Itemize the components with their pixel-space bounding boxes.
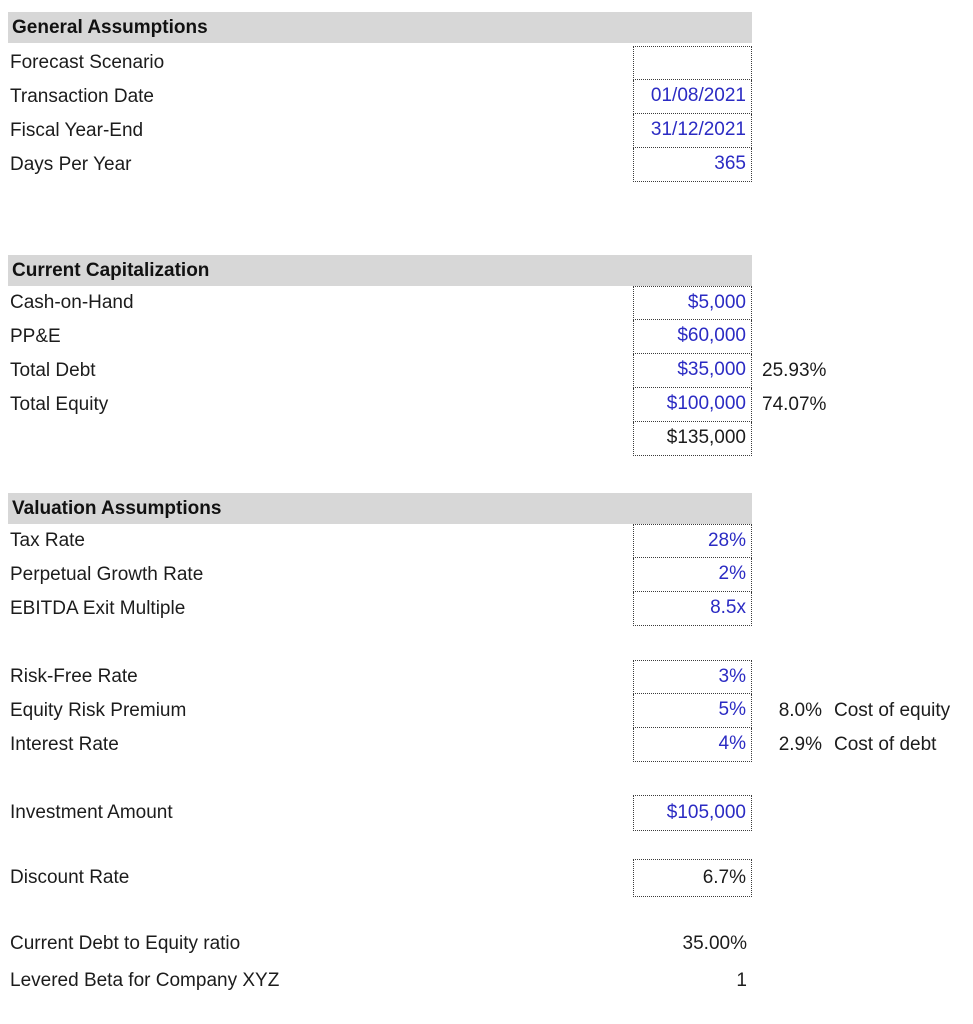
total-equity-percentage: 74.07% [762,394,827,415]
perpetual-growth-rate-value: 2% [718,563,746,584]
days-per-year-cell[interactable]: 365 [633,148,752,182]
row-equity-risk-premium: Equity Risk Premium 5% 8.0% Cost of equit… [0,694,973,728]
capitalization-total-value: $135,000 [666,427,746,448]
days-per-year-label: Days Per Year [10,154,132,175]
section-header-valuation-assumptions: Valuation Assumptions [8,493,752,524]
row-risk-free-rate: Risk-Free Rate 3% [0,660,973,694]
fiscal-year-end-value: 31/12/2021 [650,119,746,140]
forecast-scenario-label: Forecast Scenario [10,52,165,73]
row-fiscal-year-end: Fiscal Year-End 31/12/2021 [0,114,973,148]
cost-of-debt-annotation: 2.9% Cost of debt [762,728,937,762]
valuation-rate-rows: Risk-Free Rate 3% Equity Risk Premium 5%… [0,660,973,762]
row-ebitda-exit-multiple: EBITDA Exit Multiple 8.5x [0,592,973,626]
row-total-equity: Total Equity $100,000 74.07% [0,388,973,422]
ppe-value: $60,000 [677,325,746,346]
cash-on-hand-cell[interactable]: $5,000 [633,286,752,320]
row-tax-rate: Tax Rate 28% [0,524,973,558]
total-equity-label: Total Equity [10,394,109,415]
investment-amount-cell[interactable]: $105,000 [633,795,752,831]
equity-risk-premium-value: 5% [718,699,746,720]
total-debt-cell[interactable]: $35,000 [633,354,752,388]
ppe-cell[interactable]: $60,000 [633,320,752,354]
discount-rate-cell[interactable]: 6.7% [633,859,752,897]
equity-risk-premium-cell[interactable]: 5% [633,694,752,728]
row-discount-rate: Discount Rate 6.7% [0,859,973,897]
row-capitalization-total: $135,000 [0,422,973,456]
total-equity-value: $100,000 [666,393,746,414]
bottom-stats: Current Debt to Equity ratio 35.00% Leve… [0,925,973,999]
risk-free-rate-cell[interactable]: 3% [633,660,752,694]
discount-rate-value: 6.7% [702,867,746,888]
interest-rate-cell[interactable]: 4% [633,728,752,762]
capitalization-total-cell[interactable]: $135,000 [633,422,752,456]
ebitda-exit-multiple-cell[interactable]: 8.5x [633,592,752,626]
investment-amount-label: Investment Amount [10,802,173,823]
equity-risk-premium-label: Equity Risk Premium [10,700,187,721]
section-title-general-assumptions: General Assumptions [12,16,208,38]
days-per-year-value: 365 [714,153,746,174]
cost-of-debt-label: Cost of debt [834,734,937,755]
fiscal-year-end-cell[interactable]: 31/12/2021 [633,114,752,148]
valuation-core-rows: Tax Rate 28% Perpetual Growth Rate 2% EB… [0,524,973,626]
row-interest-rate: Interest Rate 4% 2.9% Cost of debt [0,728,973,762]
perpetual-growth-rate-label: Perpetual Growth Rate [10,564,204,585]
section-title-current-capitalization: Current Capitalization [12,259,210,281]
debt-to-equity-ratio-label: Current Debt to Equity ratio [10,933,241,954]
debt-to-equity-ratio-value: 35.00% [682,933,747,954]
levered-beta-label: Levered Beta for Company XYZ [10,970,280,991]
perpetual-growth-rate-cell[interactable]: 2% [633,558,752,592]
total-debt-percentage: 25.93% [762,360,827,381]
ebitda-exit-multiple-value: 8.5x [710,597,746,618]
cost-of-equity-value: 8.0% [778,700,822,721]
forecast-scenario-cell[interactable] [633,46,752,80]
transaction-date-cell[interactable]: 01/08/2021 [633,80,752,114]
row-total-debt: Total Debt $35,000 25.93% [0,354,973,388]
total-debt-value: $35,000 [677,359,746,380]
general-assumptions-rows: Forecast Scenario Transaction Date 01/08… [0,46,973,182]
total-debt-label: Total Debt [10,360,96,381]
levered-beta-value: 1 [736,970,747,991]
cost-of-equity-label: Cost of equity [834,700,951,721]
section-header-current-capitalization: Current Capitalization [8,255,752,286]
cash-on-hand-value: $5,000 [687,292,746,313]
cost-of-equity-annotation: 8.0% Cost of equity [762,694,950,728]
section-header-general-assumptions: General Assumptions [8,12,752,43]
cost-of-debt-value: 2.9% [778,734,822,755]
investment-amount-value: $105,000 [666,802,746,823]
row-transaction-date: Transaction Date 01/08/2021 [0,80,973,114]
discount-rate-label: Discount Rate [10,867,130,888]
row-levered-beta: Levered Beta for Company XYZ 1 [0,962,973,999]
ebitda-exit-multiple-label: EBITDA Exit Multiple [10,598,186,619]
section-title-valuation-assumptions: Valuation Assumptions [12,497,222,519]
ppe-label: PP&E [10,326,61,347]
row-debt-to-equity-ratio: Current Debt to Equity ratio 35.00% [0,925,973,962]
row-days-per-year: Days Per Year 365 [0,148,973,182]
row-ppe: PP&E $60,000 [0,320,973,354]
tax-rate-value: 28% [707,530,746,551]
total-equity-cell[interactable]: $100,000 [633,388,752,422]
row-forecast-scenario: Forecast Scenario [0,46,973,80]
row-perpetual-growth-rate: Perpetual Growth Rate 2% [0,558,973,592]
interest-rate-value: 4% [718,733,746,754]
risk-free-rate-value: 3% [718,666,746,687]
interest-rate-label: Interest Rate [10,734,119,755]
current-capitalization-rows: Cash-on-Hand $5,000 PP&E $60,000 Total D… [0,286,973,456]
transaction-date-label: Transaction Date [10,86,154,107]
risk-free-rate-label: Risk-Free Rate [10,666,138,687]
tax-rate-label: Tax Rate [10,530,85,551]
row-cash-on-hand: Cash-on-Hand $5,000 [0,286,973,320]
row-investment-amount: Investment Amount $105,000 [0,795,973,831]
tax-rate-cell[interactable]: 28% [633,524,752,558]
transaction-date-value: 01/08/2021 [650,85,746,106]
cash-on-hand-label: Cash-on-Hand [10,292,134,313]
fiscal-year-end-label: Fiscal Year-End [10,120,144,141]
